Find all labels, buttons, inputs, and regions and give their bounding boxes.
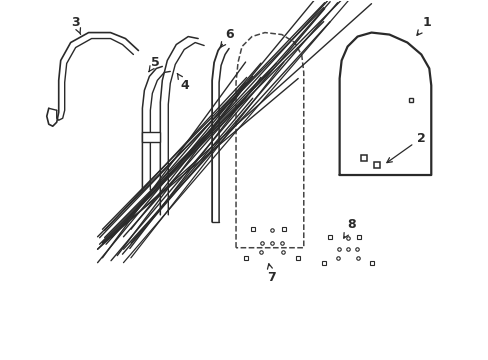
FancyBboxPatch shape [142,132,160,142]
Text: 8: 8 [343,218,355,238]
Text: 7: 7 [267,264,276,284]
Text: 6: 6 [220,28,234,47]
Text: 5: 5 [148,56,160,72]
Text: 1: 1 [416,16,431,35]
Text: 4: 4 [177,73,189,92]
Text: 3: 3 [71,16,81,35]
Text: 2: 2 [386,132,425,163]
